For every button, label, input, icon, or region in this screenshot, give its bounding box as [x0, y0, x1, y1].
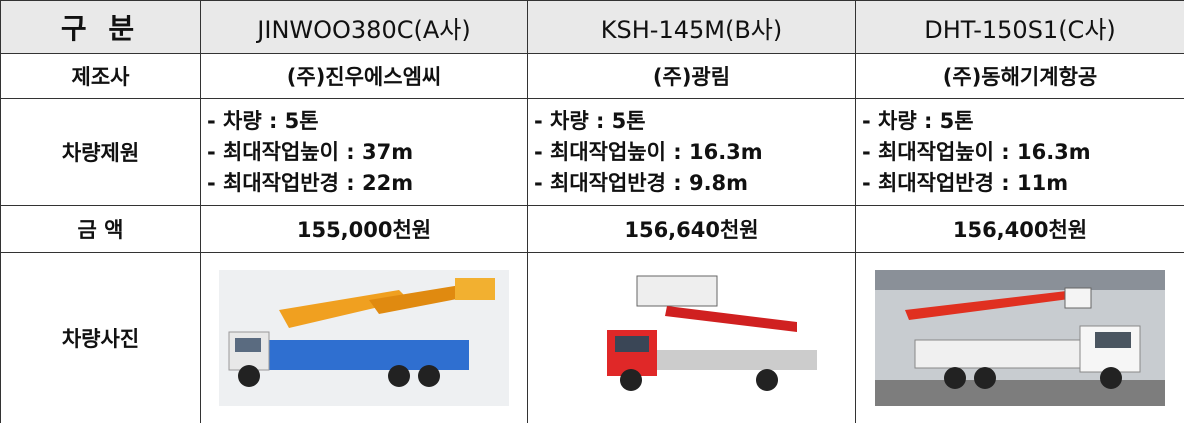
cell: (주)진우에스엠씨 — [201, 54, 528, 99]
header-cell: 구 분 — [1, 1, 201, 54]
spec-line: - 최대작업높이 : 16.3m — [862, 137, 1184, 168]
cell: 155,000천원 — [201, 206, 528, 253]
cell: (주)광림 — [528, 54, 856, 99]
spec-cell: - 차량 : 5톤 - 최대작업높이 : 16.3m - 최대작업반경 : 11… — [856, 99, 1184, 206]
spec-line: - 최대작업반경 : 22m — [207, 168, 527, 199]
header-row: 구 분 JINWOO380C(A사) KSH-145M(B사) DHT-150S… — [1, 1, 1184, 54]
photo-cell — [528, 253, 856, 424]
spec-line: - 최대작업높이 : 16.3m — [534, 137, 855, 168]
spec-line: - 최대작업높이 : 37m — [207, 137, 527, 168]
maker-row: 제조사 (주)진우에스엠씨 (주)광림 (주)동해기계항공 — [1, 54, 1184, 99]
photo-row: 차량사진 — [1, 253, 1184, 424]
comparison-table: 구 분 JINWOO380C(A사) KSH-145M(B사) DHT-150S… — [0, 0, 1184, 423]
row-label: 제조사 — [1, 54, 201, 99]
row-label: 차량사진 — [1, 253, 201, 424]
spec-cell: - 차량 : 5톤 - 최대작업높이 : 16.3m - 최대작업반경 : 9.… — [528, 99, 856, 206]
truck-photo — [547, 270, 837, 406]
price-row: 금 액 155,000천원 156,640천원 156,400천원 — [1, 206, 1184, 253]
photo-cell — [201, 253, 528, 424]
spec-row: 차량제원 - 차량 : 5톤 - 최대작업높이 : 37m - 최대작업반경 :… — [1, 99, 1184, 206]
header-cell: KSH-145M(B사) — [528, 1, 856, 54]
header-cell: DHT-150S1(C사) — [856, 1, 1184, 54]
spec-line: - 차량 : 5톤 — [862, 106, 1184, 137]
row-label: 차량제원 — [1, 99, 201, 206]
truck-photo — [219, 270, 509, 406]
spec-line: - 차량 : 5톤 — [534, 106, 855, 137]
cell: 156,640천원 — [528, 206, 856, 253]
cell: 156,400천원 — [856, 206, 1184, 253]
row-label: 금 액 — [1, 206, 201, 253]
spec-line: - 최대작업반경 : 11m — [862, 168, 1184, 199]
photo-cell — [856, 253, 1184, 424]
header-cell: JINWOO380C(A사) — [201, 1, 528, 54]
page: 구 분 JINWOO380C(A사) KSH-145M(B사) DHT-150S… — [0, 0, 1184, 430]
spec-line: - 최대작업반경 : 9.8m — [534, 168, 855, 199]
spec-line: - 차량 : 5톤 — [207, 106, 527, 137]
spec-cell: - 차량 : 5톤 - 최대작업높이 : 37m - 최대작업반경 : 22m — [201, 99, 528, 206]
truck-photo — [875, 270, 1165, 406]
cell: (주)동해기계항공 — [856, 54, 1184, 99]
